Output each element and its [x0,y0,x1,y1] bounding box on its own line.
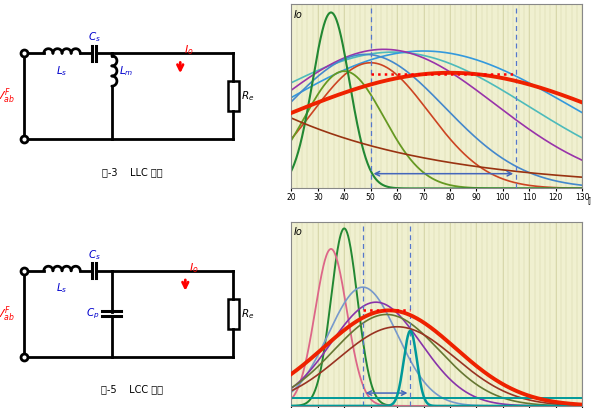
Text: $R_e$: $R_e$ [241,307,254,321]
Text: $V_{ab}^F$: $V_{ab}^F$ [0,86,15,106]
Text: $C_s$: $C_s$ [87,31,100,44]
Text: $R_e$: $R_e$ [241,89,254,103]
Text: $I_o$: $I_o$ [184,43,194,57]
Text: [kHz]: [kHz] [587,196,591,205]
Text: $C_s$: $C_s$ [87,248,100,262]
Text: Io: Io [294,227,303,237]
Text: 图-4    采用LLC做恒流的输出电流-频率曲线: 图-4 采用LLC做恒流的输出电流-频率曲线 [381,222,493,231]
Text: $C_p$: $C_p$ [86,306,99,321]
Text: 图-5    LCC 拓扫: 图-5 LCC 拓扫 [101,385,163,395]
Bar [228,81,239,111]
Text: $L_m$: $L_m$ [119,64,134,78]
Text: $I_o$: $I_o$ [189,261,199,275]
Text: $V_{ab}^F$: $V_{ab}^F$ [0,304,15,324]
Bar [228,299,239,329]
Text: 图-3    LLC 拓扫: 图-3 LLC 拓扫 [102,167,163,177]
Text: $L_s$: $L_s$ [56,282,68,295]
Text: $L_s$: $L_s$ [56,64,68,78]
Text: Io: Io [294,10,303,20]
